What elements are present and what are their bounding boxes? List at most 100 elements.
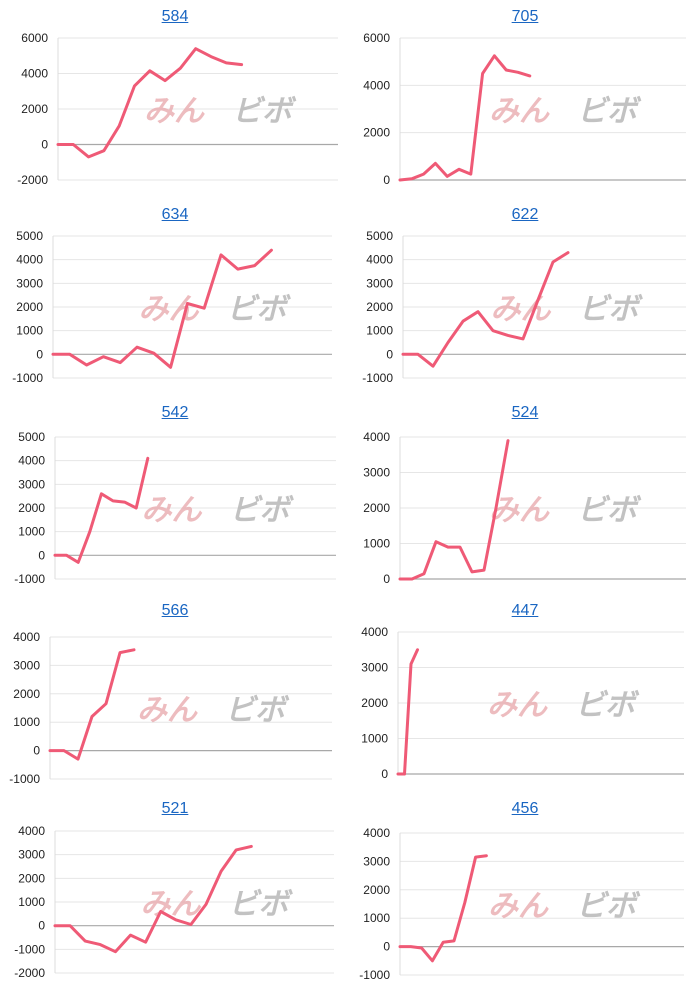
chart-title-link[interactable]: 542 xyxy=(161,404,189,421)
y-tick-label: 4000 xyxy=(363,430,390,444)
chart-svg: 0 1000 2000 3000 4000 みん ビボ xyxy=(361,625,684,781)
chart-svg: -1000 0 1000 2000 3000 4000 みん ビボ xyxy=(359,826,684,982)
y-tick-label: 1000 xyxy=(18,895,45,909)
series-line xyxy=(48,648,136,761)
watermark-text-2: ビボ xyxy=(575,688,640,723)
y-tick-label: 5000 xyxy=(16,229,43,243)
y-tick-label: 6000 xyxy=(21,31,48,45)
y-tick-label: 4000 xyxy=(18,824,45,838)
chart-title-link[interactable]: 705 xyxy=(511,8,539,25)
series-line xyxy=(401,251,570,368)
y-tick-label: 3000 xyxy=(366,276,393,290)
y-tick-label: 2000 xyxy=(363,501,390,515)
watermark-text-1: みん xyxy=(137,693,198,728)
chart-panel-2: 705 0 2000 4000 6000 みん ビボ xyxy=(350,0,700,198)
y-tick-label: 1000 xyxy=(18,525,45,539)
y-tick-label: 3000 xyxy=(361,661,388,675)
y-tick-label: 2000 xyxy=(366,300,393,314)
y-tick-label: 2000 xyxy=(18,501,45,515)
watermark: みん ビボ xyxy=(489,493,642,528)
y-tick-label: 2000 xyxy=(13,687,40,701)
chart-svg: 0 1000 2000 3000 4000 みん ビボ xyxy=(363,430,686,586)
chart-title-link[interactable]: 521 xyxy=(161,800,189,817)
watermark-text-2: ビボ xyxy=(576,889,641,924)
y-tick-label: 4000 xyxy=(16,253,43,267)
y-tick-label: 0 xyxy=(38,548,45,562)
series-line xyxy=(396,648,419,776)
series-line xyxy=(398,854,488,963)
watermark: みん ビボ xyxy=(137,693,290,728)
watermark-text-1: みん xyxy=(144,94,205,129)
chart-panel-1: 584 -2000 0 2000 4000 6000 みん ビボ xyxy=(0,0,350,198)
chart-panel-10: 456 -1000 0 1000 2000 3000 4000 みん ビボ xyxy=(350,792,700,990)
y-tick-label: 0 xyxy=(383,940,390,954)
y-tick-label: 2000 xyxy=(363,883,390,897)
y-tick-label: 5000 xyxy=(366,229,393,243)
chart-title-link[interactable]: 566 xyxy=(161,602,189,619)
y-tick-label: 1000 xyxy=(363,911,390,925)
chart-svg: -1000 0 1000 2000 3000 4000 5000 みん ビボ xyxy=(12,229,332,385)
watermark-text-1: みん xyxy=(142,493,203,528)
y-tick-label: 3000 xyxy=(363,466,390,480)
chart-title-link[interactable]: 622 xyxy=(511,206,539,223)
y-tick-label: -1000 xyxy=(14,942,45,956)
y-tick-label: 3000 xyxy=(16,276,43,290)
chart-panel-4: 622 -1000 0 1000 2000 3000 4000 5000 みん ビボ xyxy=(350,198,700,396)
watermark: みん ビボ xyxy=(142,493,295,528)
y-tick-label: 0 xyxy=(38,919,45,933)
y-tick-label: 4000 xyxy=(366,253,393,267)
y-tick-label: 6000 xyxy=(363,31,390,45)
y-tick-label: 1000 xyxy=(13,715,40,729)
y-tick-label: 4000 xyxy=(363,78,390,92)
y-tick-label: 3000 xyxy=(363,854,390,868)
chart-svg: -1000 0 1000 2000 3000 4000 5000 みん ビボ xyxy=(14,430,336,586)
y-tick-label: -1000 xyxy=(14,572,45,586)
chart-title-link[interactable]: 447 xyxy=(511,602,539,619)
chart-svg: -2000 0 2000 4000 6000 みん ビボ xyxy=(17,31,338,187)
chart-title-link[interactable]: 584 xyxy=(161,8,189,25)
watermark-text-1: みん xyxy=(489,94,550,129)
y-tick-label: 1000 xyxy=(363,537,390,551)
watermark-text-2: ビボ xyxy=(230,493,295,528)
y-tick-label: 4000 xyxy=(363,826,390,840)
y-tick-label: 2000 xyxy=(363,126,390,140)
series-line xyxy=(53,456,150,564)
y-tick-label: 0 xyxy=(383,572,390,586)
watermark-text-2: ビボ xyxy=(227,292,292,327)
chart-panel-7: 566 -1000 0 1000 2000 3000 4000 みん ビボ xyxy=(0,594,350,792)
series-line xyxy=(398,439,510,581)
watermark-text-1: みん xyxy=(488,889,549,924)
watermark-text-2: ビボ xyxy=(229,887,294,922)
y-tick-label: 1000 xyxy=(16,324,43,338)
chart-panel-6: 524 0 1000 2000 3000 4000 みん ビボ xyxy=(350,396,700,594)
chart-title-link[interactable]: 456 xyxy=(511,800,539,817)
series-line xyxy=(398,54,532,182)
y-tick-label: 3000 xyxy=(18,848,45,862)
y-tick-label: 2000 xyxy=(361,696,388,710)
y-tick-label: 4000 xyxy=(18,454,45,468)
watermark: みん ビボ xyxy=(139,292,292,327)
watermark-text-2: ビボ xyxy=(577,94,642,129)
watermark: みん ビボ xyxy=(488,889,641,924)
chart-panel-5: 542 -1000 0 1000 2000 3000 4000 5000 みん ビボ xyxy=(0,396,350,594)
chart-title-link[interactable]: 634 xyxy=(161,206,189,223)
chart-panel-9: 521 -2000 -1000 0 1000 2000 3000 4000 みん ビボ xyxy=(0,792,350,990)
y-tick-label: 3000 xyxy=(18,477,45,491)
watermark: みん ビボ xyxy=(489,94,642,129)
chart-title-link[interactable]: 524 xyxy=(511,404,539,421)
series-line xyxy=(56,47,244,159)
watermark: みん ビボ xyxy=(487,688,640,723)
watermark: みん ビボ xyxy=(141,887,294,922)
watermark-text-1: みん xyxy=(139,292,200,327)
y-tick-label: 2000 xyxy=(16,300,43,314)
y-tick-label: -2000 xyxy=(17,173,48,187)
y-tick-label: 0 xyxy=(41,138,48,152)
y-tick-label: -1000 xyxy=(362,371,393,385)
watermark-text-2: ビボ xyxy=(579,292,644,327)
chart-svg: -1000 0 1000 2000 3000 4000 みん ビボ xyxy=(9,630,332,786)
y-tick-label: 1000 xyxy=(361,732,388,746)
chart-svg: 0 2000 4000 6000 みん ビボ xyxy=(363,31,686,187)
y-tick-label: 0 xyxy=(381,767,388,781)
chart-panel-3: 634 -1000 0 1000 2000 3000 4000 5000 みん ビボ xyxy=(0,198,350,396)
y-tick-label: -2000 xyxy=(14,966,45,980)
